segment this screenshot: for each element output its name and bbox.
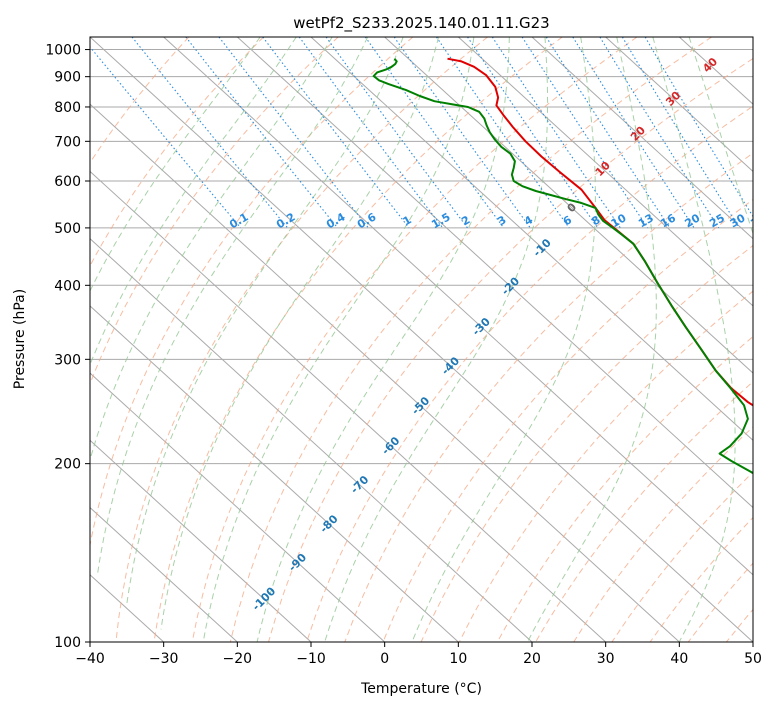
isotherm-line	[605, 37, 753, 173]
isotherm-line	[90, 37, 753, 642]
y-tick-label: 900	[54, 70, 81, 86]
y-tick-label: 800	[54, 100, 81, 116]
dry-adiabat-line	[90, 37, 190, 164]
mixing-ratio-label: 2	[459, 213, 472, 228]
y-tick-label: 400	[54, 278, 81, 294]
background-labels: 0.1 0.2 0.4 0.6 1 1.5 2 3 4 6 8 10 13 16 20 25 30 36-100-…	[227, 55, 768, 614]
isotherm-line	[384, 37, 753, 374]
mixing-ratio-line	[325, 37, 468, 229]
dry-adiabat-line	[90, 37, 264, 267]
dry-adiabat-line	[306, 105, 753, 642]
dry-adiabat-line	[268, 57, 753, 642]
y-tick-label: 100	[54, 635, 81, 651]
dewpoint-profile-line	[372, 58, 753, 475]
isotherm-line	[236, 37, 753, 509]
x-tick-label: 30	[597, 651, 615, 667]
x-tick-label: 10	[449, 651, 467, 667]
dry-adiabat-line	[115, 37, 488, 642]
isotherm-line	[752, 37, 753, 38]
background-lines	[90, 37, 775, 642]
mixing-ratio-line	[218, 37, 369, 229]
moist-adiabat-line	[160, 37, 439, 630]
moist-adiabat-line	[256, 37, 510, 642]
y-tick-label: 700	[54, 134, 81, 150]
series-layer	[372, 57, 753, 475]
moist-adiabat-line	[90, 37, 261, 292]
y-tick-label: 300	[54, 352, 81, 368]
x-tick-label: −20	[223, 651, 253, 667]
mixing-ratio-line	[621, 37, 740, 229]
chart-title: wetPf2_S233.2025.140.01.11.G23	[293, 14, 549, 33]
isotherm-line	[457, 37, 753, 307]
moist-adiabat-line	[688, 37, 753, 235]
mixing-ratio-line	[262, 37, 410, 229]
dry-adiabat-line	[765, 37, 775, 642]
isotherm-line	[90, 372, 386, 642]
moist-adiabat-line	[411, 37, 596, 642]
x-tick-label: 0	[380, 651, 389, 667]
mixing-ratio-line	[435, 37, 570, 229]
mixing-ratio-label: 6	[561, 213, 574, 228]
dry-adiabat-line	[726, 608, 753, 642]
x-tick-label: −10	[296, 651, 326, 667]
isotherm-line	[163, 37, 753, 576]
dry-adiabat-line	[191, 37, 638, 642]
isotherm-line	[310, 37, 753, 442]
mixing-ratio-line	[393, 37, 531, 229]
mixing-ratio-line	[298, 37, 444, 229]
dry-adiabat-line	[573, 426, 753, 642]
isotherm-line	[90, 103, 680, 642]
mixing-ratio-line	[545, 37, 671, 229]
moist-adiabat-line	[202, 37, 475, 642]
isotherm-line	[90, 237, 533, 642]
mixing-ratio-line	[90, 46, 242, 229]
mixing-ratio-line	[185, 37, 339, 229]
x-tick-label: 40	[670, 651, 688, 667]
y-tick-label: 1000	[45, 43, 81, 59]
isotherm-line	[531, 37, 753, 240]
mixing-ratio-line	[364, 37, 505, 229]
y-axis-label: Pressure (hPa)	[12, 289, 28, 389]
mixing-ratio-label: 36	[748, 211, 768, 230]
x-axis-label: Temperature (°C)	[360, 681, 482, 697]
dry-adiabat-line	[153, 37, 563, 642]
dry-adiabat-line	[496, 335, 753, 642]
isotherm-line	[90, 439, 312, 642]
dry-adiabat-line	[649, 516, 753, 642]
mixing-ratio-line	[521, 37, 649, 229]
dry-adiabat-line	[90, 37, 414, 548]
dry-adiabat-line	[229, 37, 712, 642]
axes-layer: −40 −30 −20 −10 0 10 20 30 40 50 100 200 300 400 500 60…	[45, 43, 762, 667]
dry-adiabat-line	[420, 244, 753, 642]
isotherm-line	[90, 170, 607, 642]
plot-frame	[89, 36, 754, 643]
mixing-ratio-line	[491, 37, 621, 229]
dry-adiabat-line	[344, 152, 753, 642]
x-tick-label: 50	[744, 651, 762, 667]
y-tick-label: 600	[54, 174, 81, 190]
mixing-ratio-line	[131, 37, 289, 229]
dry-adiabat-line	[687, 562, 753, 642]
isotherm-line	[90, 506, 238, 642]
moist-adiabat-line	[97, 37, 369, 575]
y-tick-label: 200	[54, 457, 81, 473]
y-tick-label: 500	[54, 221, 81, 237]
x-tick-label: −30	[149, 651, 179, 667]
dry-adiabat-line	[382, 198, 753, 642]
mixing-ratio-line	[572, 37, 695, 229]
isotherm-line	[90, 305, 459, 642]
x-tick-label: −40	[75, 651, 105, 667]
moist-adiabat-line	[90, 37, 333, 462]
x-tick-label: 20	[523, 651, 541, 667]
mixing-ratio-line	[467, 37, 599, 229]
moist-adiabat-line	[652, 37, 736, 642]
dry-adiabat-line	[535, 381, 753, 642]
moist-adiabat-line	[126, 37, 404, 607]
